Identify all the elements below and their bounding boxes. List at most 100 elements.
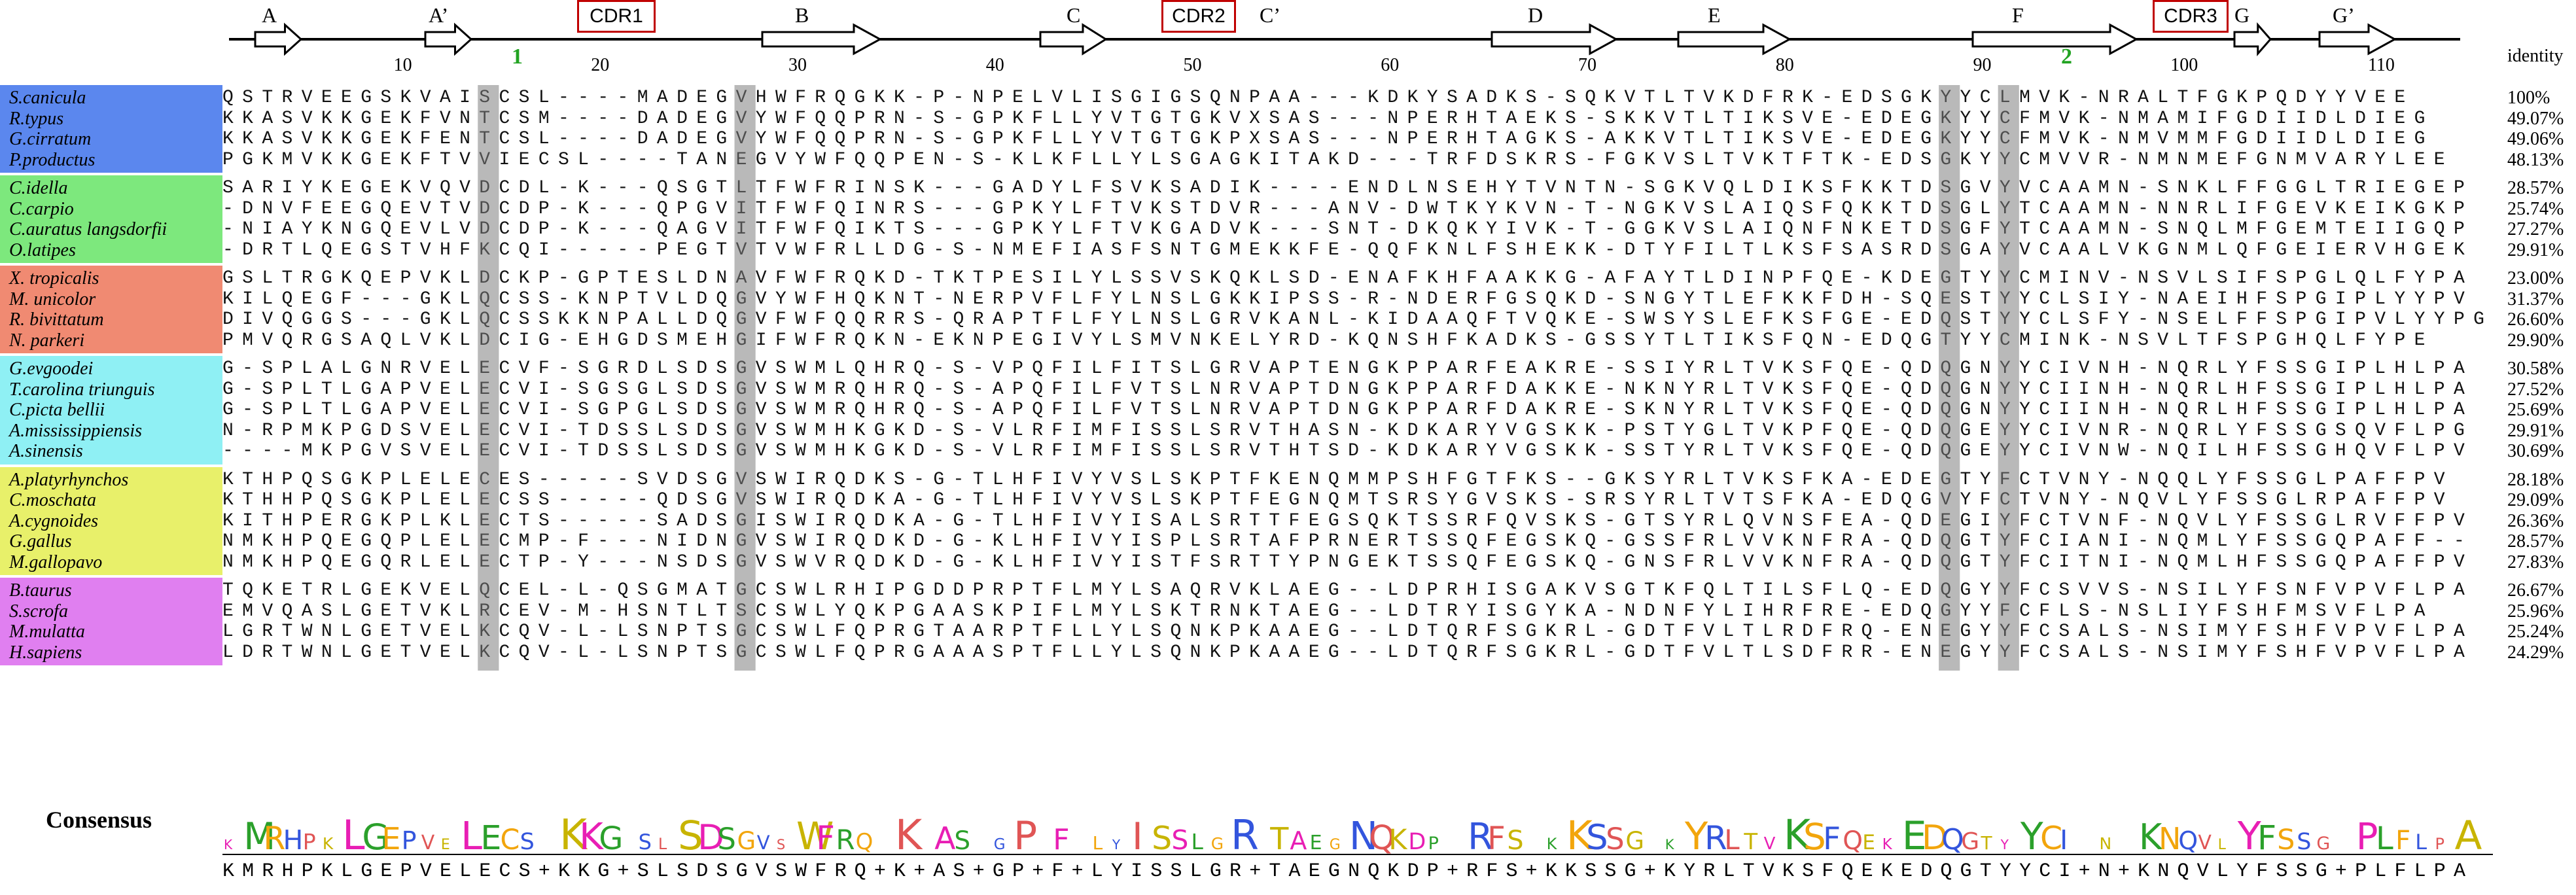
logo-letter: C <box>2040 820 2062 857</box>
logo-letter: L <box>461 813 482 858</box>
aligned-sequence: KTHPQSGKPLELECES-----SVDSGVSWIRQDKS-G-TL… <box>222 469 2454 490</box>
logo-letter: K <box>224 837 233 852</box>
logo-letter: S <box>1803 816 1826 858</box>
disulfide-marker: 2 <box>2061 44 2072 69</box>
logo-letter: R <box>1704 819 1727 857</box>
logo-letter: G <box>994 836 1006 853</box>
logo-letter: S <box>717 822 736 856</box>
strand-arrow <box>1677 23 1792 56</box>
aligned-sequence: NMKHPQEGQPLELECMP-F---NIDNGVSWIRQDKD-G-K… <box>222 531 2474 552</box>
ruler-tick-label: 90 <box>1973 55 1992 75</box>
logo-letter: A <box>2455 813 2482 859</box>
aligned-sequence: G-SPLTLGAPVELECVI-SGSGLSDSGVSWMRQHRQ-S-A… <box>222 379 2474 400</box>
species-name: X. tropicalis <box>9 268 99 289</box>
logo-letter: P <box>402 826 417 855</box>
cdr-label: CDR1 <box>577 0 656 33</box>
ruler-tick-label: 70 <box>1578 55 1597 75</box>
logo-letter: A <box>934 821 955 857</box>
strand-label: G <box>2234 3 2250 27</box>
logo-letter: Y <box>2020 815 2043 858</box>
identity-value: 23.00% <box>2507 268 2564 289</box>
logo-letter: F <box>816 819 835 857</box>
logo-letter: C <box>500 824 520 856</box>
strand-label: C’ <box>1260 3 1280 27</box>
species-name: R.typus <box>9 108 64 129</box>
logo-letter: E <box>480 819 501 858</box>
logo-letter: V <box>1764 834 1776 854</box>
aligned-sequence: NMKHPQEGQRLELECTP-Y---NSDSGVSWVRQDKD-G-K… <box>222 552 2474 572</box>
strand-arrow <box>1039 23 1108 56</box>
identity-value: 28.18% <box>2507 469 2564 490</box>
strand-arrow <box>2318 23 2397 56</box>
species-name: P.productus <box>9 149 96 170</box>
logo-letter: K <box>579 816 604 858</box>
logo-letter: G <box>737 827 756 855</box>
logo-letter: L <box>658 835 667 853</box>
identity-value: 26.67% <box>2507 580 2564 601</box>
identity-value: 29.09% <box>2507 490 2564 510</box>
logo-letter: F <box>1053 823 1069 856</box>
logo-letter: T <box>1269 821 1289 856</box>
aligned-sequence: G-SPLALGNRVELECVF-SGRDLSDSGVSWMLQHRQ-S-V… <box>222 359 2474 379</box>
logo-letter: P <box>2356 816 2378 858</box>
strand-label: D <box>1528 3 1543 27</box>
logo-letter: V <box>757 832 770 854</box>
logo-letter: L <box>2218 837 2227 853</box>
ruler-tick-label: 60 <box>1381 55 1400 75</box>
aligned-sequence: EMVQASLGETVKLRCEV-M-HSNTLTSCSWLYQKPGAASK… <box>222 601 2434 622</box>
logo-letter: S <box>1586 818 1608 858</box>
strand-arrow <box>761 23 883 56</box>
ruler-tick-label: 100 <box>2170 55 2198 75</box>
logo-letter: K <box>1882 836 1893 853</box>
identity-value: 49.07% <box>2507 108 2564 129</box>
aligned-sequence: GSLTRGKQEPVKLDCKP-GPTESLDNAVFWFRQKD-TKTP… <box>222 268 2474 289</box>
logo-letter: D <box>1408 829 1426 855</box>
logo-letter: H <box>283 824 304 856</box>
identity-value: 29.91% <box>2507 239 2564 260</box>
logo-letter: L <box>1724 824 1740 856</box>
aligned-sequence: KILQEGF---GKLQCSS-KNPTVLDQGVYWFHQKNT-NER… <box>222 289 2474 309</box>
identity-value: 27.27% <box>2507 219 2564 239</box>
logo-letter: A <box>1290 826 1307 855</box>
logo-letter: R <box>1468 816 1493 858</box>
logo-letter: S <box>2277 824 2295 856</box>
aligned-sequence: KKASVKKGEKFENTCSL----DADEGVYWFQQPRN-S-GP… <box>222 129 2434 149</box>
logo-letter: Q <box>2178 826 2198 855</box>
logo-letter: K <box>1665 837 1675 852</box>
species-name: T.carolina triunguis <box>9 379 155 400</box>
ruler-tick-label: 30 <box>788 55 807 75</box>
logo-letter: I <box>1132 815 1143 858</box>
logo-letter: N <box>1349 813 1378 858</box>
logo-letter: K <box>559 811 588 860</box>
identity-value: 30.69% <box>2507 441 2564 461</box>
ruler-tick-label: 50 <box>1183 55 1202 75</box>
cdr-label: CDR3 <box>2153 0 2229 33</box>
aligned-sequence: PGKMVKKGEKFTVVIECSL----TANEGVYWFQQPEN-S-… <box>222 149 2454 170</box>
species-group <box>0 466 222 575</box>
species-group <box>0 266 222 353</box>
logo-letter: V <box>2198 832 2212 854</box>
species-name: C.picta bellii <box>9 400 105 420</box>
logo-letter: G <box>1211 834 1224 853</box>
logo-letter: L <box>1191 829 1204 854</box>
identity-value: 26.60% <box>2507 309 2564 330</box>
logo-letter: D <box>1922 818 1948 858</box>
species-name: N. parkeri <box>9 330 85 351</box>
strand-label: A <box>262 3 277 27</box>
logo-letter: I <box>2060 824 2068 856</box>
ruler-tick-label: 20 <box>591 55 610 75</box>
identity-value: 26.36% <box>2507 510 2564 531</box>
strand-arrow <box>254 22 303 56</box>
species-group <box>0 175 222 263</box>
logo-letter: G <box>1961 828 1979 855</box>
strand-arrow <box>2233 22 2272 56</box>
aligned-sequence: PMVQRGSAQLVKLDCIG-EHGDSMEHGIFWFRQKN-EKNP… <box>222 330 2434 351</box>
logo-letter: G <box>1625 827 1644 855</box>
species-name: G.cirratum <box>9 129 92 149</box>
aligned-sequence: -DNVFEEGQEVTVDCDP-K---QPGVITFWFQINRS---G… <box>222 198 2474 219</box>
logo-letter: T <box>1743 829 1757 855</box>
logo-letter: M <box>243 815 275 858</box>
logo-letter: K <box>323 834 334 853</box>
logo-letter: S <box>520 829 535 855</box>
